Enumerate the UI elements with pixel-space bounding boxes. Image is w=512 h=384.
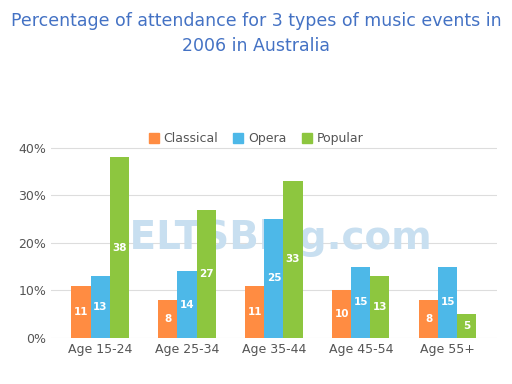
Text: 13: 13 bbox=[93, 302, 108, 312]
Bar bbox=[91, 276, 110, 338]
Text: 14: 14 bbox=[180, 300, 195, 310]
Text: 15: 15 bbox=[354, 297, 368, 307]
Bar bbox=[438, 266, 457, 338]
Text: 10: 10 bbox=[334, 309, 349, 319]
Text: 38: 38 bbox=[112, 243, 126, 253]
Bar bbox=[245, 286, 264, 338]
Legend: Classical, Opera, Popular: Classical, Opera, Popular bbox=[143, 127, 369, 150]
Bar bbox=[370, 276, 390, 338]
Text: 33: 33 bbox=[286, 255, 300, 265]
Bar bbox=[332, 290, 351, 338]
Text: 8: 8 bbox=[425, 314, 432, 324]
Bar bbox=[197, 210, 216, 338]
Text: 15: 15 bbox=[440, 297, 455, 307]
Bar bbox=[457, 314, 476, 338]
Bar bbox=[419, 300, 438, 338]
Bar bbox=[264, 219, 284, 338]
Bar bbox=[72, 286, 91, 338]
Text: 5: 5 bbox=[463, 321, 471, 331]
Text: 11: 11 bbox=[248, 307, 262, 317]
Text: 11: 11 bbox=[74, 307, 88, 317]
Text: Percentage of attendance for 3 types of music events in
2006 in Australia: Percentage of attendance for 3 types of … bbox=[11, 12, 501, 55]
Text: 25: 25 bbox=[267, 273, 281, 283]
Text: IELTSBlog.com: IELTSBlog.com bbox=[116, 219, 432, 257]
Text: 8: 8 bbox=[164, 314, 172, 324]
Bar bbox=[284, 181, 303, 338]
Text: 13: 13 bbox=[373, 302, 387, 312]
Bar bbox=[178, 271, 197, 338]
Bar bbox=[158, 300, 178, 338]
Bar bbox=[351, 266, 370, 338]
Text: 27: 27 bbox=[199, 269, 214, 279]
Bar bbox=[110, 157, 129, 338]
